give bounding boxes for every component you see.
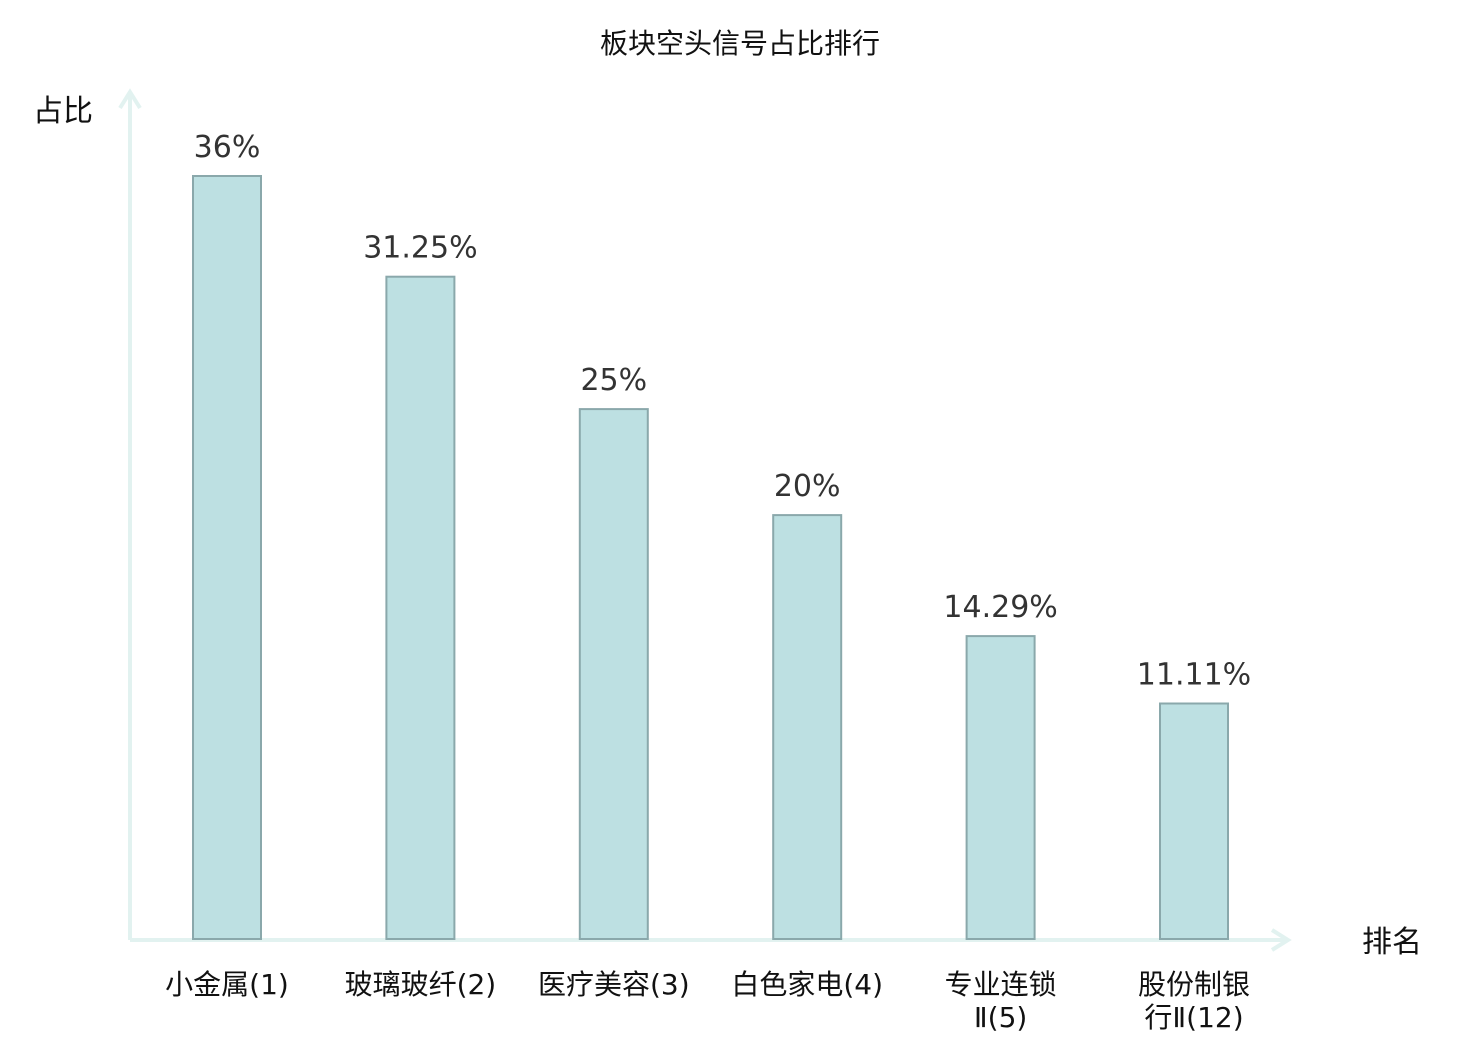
value-labels: 36% 31.25% 25% 20% 14.29% 11.11%: [194, 130, 1252, 693]
bar-5: [965, 635, 1036, 940]
y-axis: [118, 88, 142, 940]
tick-label-3: 医疗美容(3): [538, 968, 690, 1001]
tick-label-4: 白色家电(4): [731, 968, 883, 1001]
value-label-1: 36%: [194, 130, 261, 165]
bars: [192, 175, 1229, 941]
value-label-3: 25%: [580, 363, 647, 398]
tick-label-2: 玻璃玻纤(2): [345, 968, 497, 1001]
bar-2: [385, 275, 456, 940]
tick-label-5-line-1: 专业连锁: [945, 968, 1057, 1001]
bar-4: [772, 514, 843, 940]
tick-label-6-line-2: 行Ⅱ(12): [1144, 1001, 1243, 1034]
value-label-6: 11.11%: [1137, 658, 1251, 693]
bar-3: [578, 408, 649, 941]
tick-label-6-line-1: 股份制银: [1138, 968, 1250, 1001]
value-label-5: 14.29%: [943, 590, 1057, 625]
x-axis-label: 排名: [1362, 925, 1422, 960]
value-label-4: 20%: [774, 469, 841, 504]
x-axis: [130, 928, 1292, 952]
chart-title: 板块空头信号占比排行: [600, 27, 880, 60]
y-axis-label: 占比: [33, 94, 93, 129]
bar-1: [192, 175, 262, 940]
bar-6: [1159, 702, 1229, 940]
tick-label-1: 小金属(1): [165, 968, 289, 1001]
value-label-2: 31.25%: [363, 231, 477, 266]
tick-label-5-line-2: Ⅱ(5): [974, 1001, 1027, 1034]
